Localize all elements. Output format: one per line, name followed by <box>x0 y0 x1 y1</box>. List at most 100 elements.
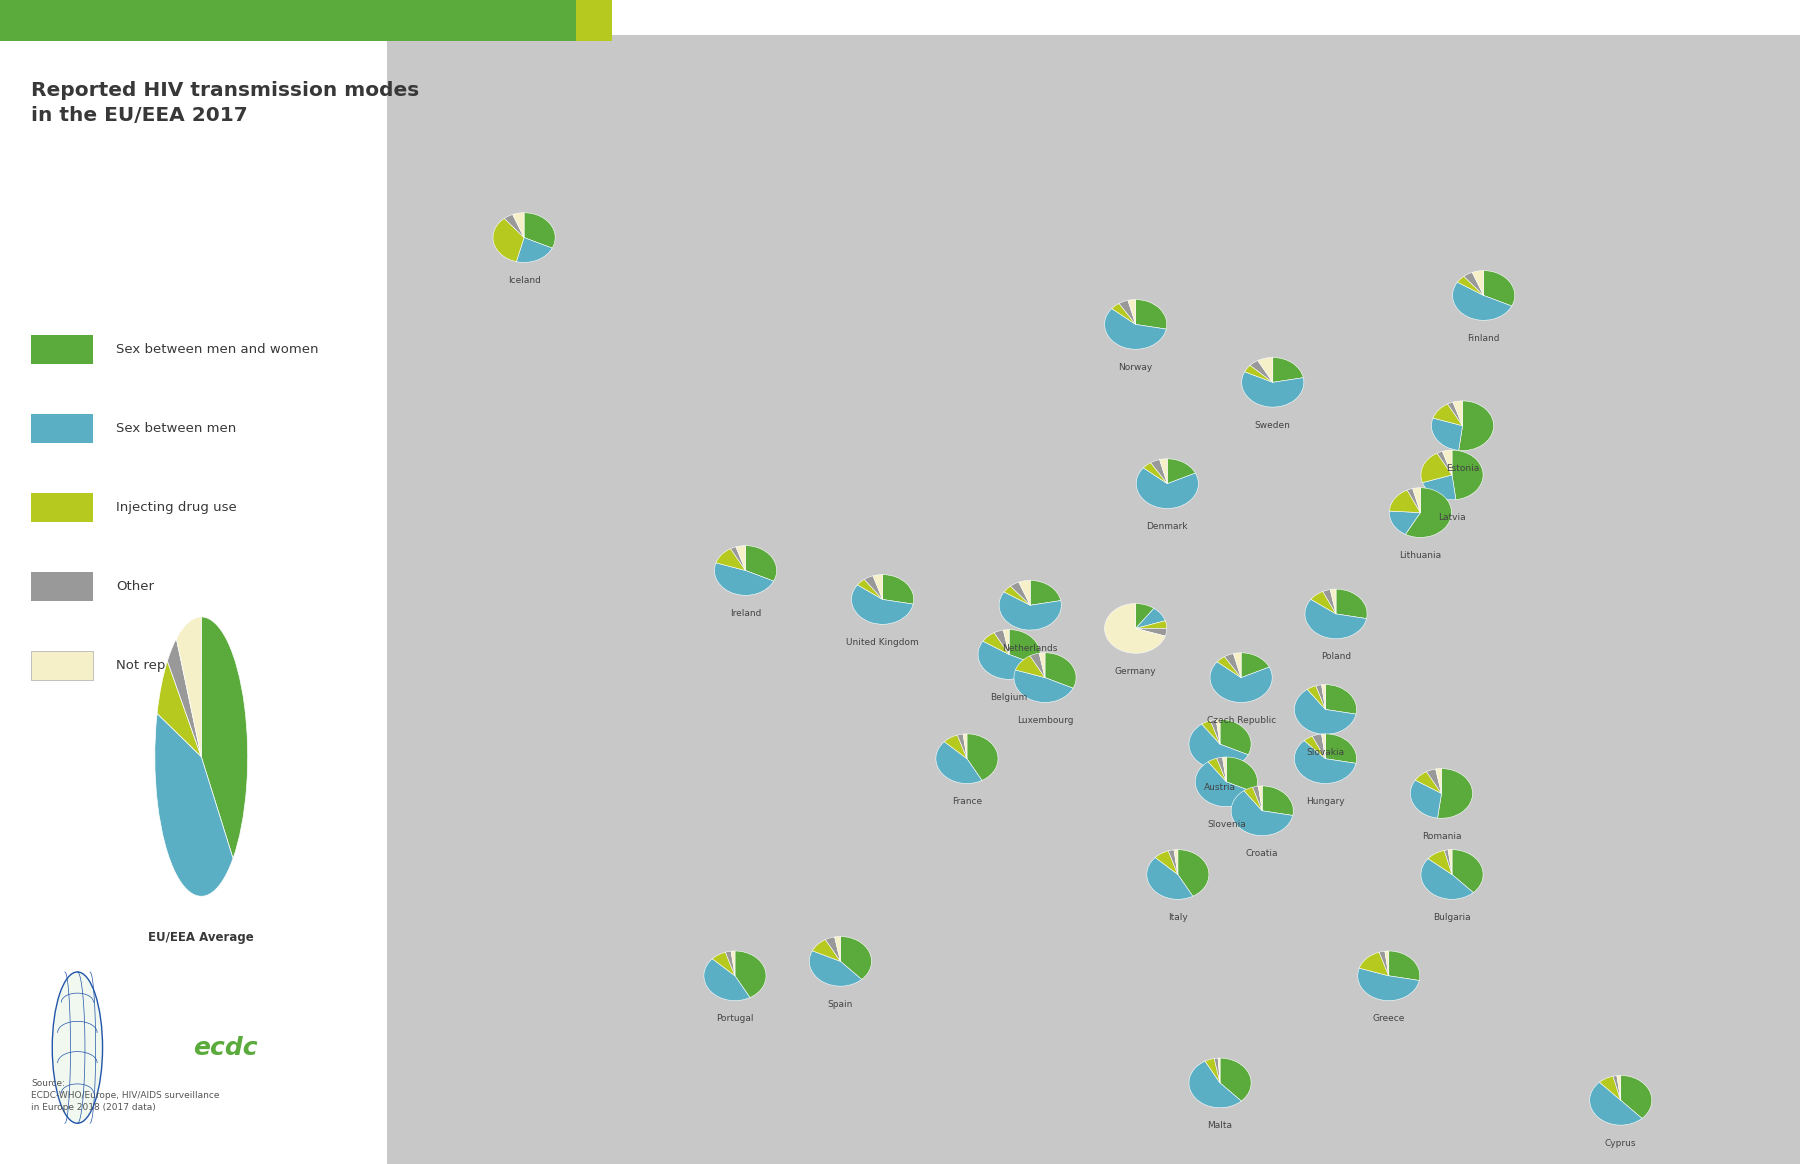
Text: Netherlands: Netherlands <box>1003 644 1058 653</box>
Wedge shape <box>1415 772 1442 794</box>
Wedge shape <box>155 714 232 896</box>
Wedge shape <box>1112 304 1136 325</box>
Wedge shape <box>1210 719 1220 744</box>
Wedge shape <box>1105 308 1166 349</box>
Wedge shape <box>713 952 734 975</box>
Wedge shape <box>851 584 913 624</box>
Wedge shape <box>1406 488 1451 538</box>
Wedge shape <box>1242 653 1269 677</box>
Wedge shape <box>835 937 841 961</box>
Wedge shape <box>1159 459 1168 484</box>
Wedge shape <box>812 939 841 961</box>
Wedge shape <box>731 547 745 570</box>
Wedge shape <box>1453 450 1483 499</box>
Text: Portugal: Portugal <box>716 1014 754 1023</box>
Wedge shape <box>1136 620 1166 629</box>
Wedge shape <box>1436 452 1453 475</box>
Wedge shape <box>873 575 882 599</box>
Wedge shape <box>1046 653 1076 688</box>
Wedge shape <box>1420 859 1474 900</box>
Wedge shape <box>1168 459 1195 484</box>
Wedge shape <box>504 214 524 237</box>
Wedge shape <box>882 575 914 604</box>
Wedge shape <box>1449 850 1453 874</box>
Wedge shape <box>1105 604 1165 653</box>
Text: Estonia: Estonia <box>1445 464 1480 473</box>
Wedge shape <box>1120 300 1136 325</box>
Wedge shape <box>958 734 967 759</box>
FancyBboxPatch shape <box>31 652 94 680</box>
Wedge shape <box>1433 404 1463 426</box>
Wedge shape <box>725 951 734 975</box>
Circle shape <box>52 972 103 1123</box>
Text: Czech Republic: Czech Republic <box>1206 716 1276 725</box>
Wedge shape <box>736 546 745 570</box>
Wedge shape <box>1019 581 1030 605</box>
Bar <box>0 0 576 41</box>
Wedge shape <box>1472 271 1483 296</box>
Wedge shape <box>1177 850 1210 896</box>
Wedge shape <box>1357 968 1418 1001</box>
FancyBboxPatch shape <box>31 335 94 363</box>
Wedge shape <box>1325 733 1357 764</box>
Wedge shape <box>1427 851 1453 874</box>
Text: Latvia: Latvia <box>1438 513 1465 523</box>
Wedge shape <box>745 546 776 581</box>
Wedge shape <box>1458 276 1483 296</box>
Text: Sweden: Sweden <box>1255 420 1291 430</box>
Text: Sex between men and women: Sex between men and women <box>115 342 319 356</box>
Text: Spain: Spain <box>828 1000 853 1009</box>
Text: Romania: Romania <box>1422 832 1462 840</box>
Wedge shape <box>1427 769 1442 794</box>
Wedge shape <box>1438 768 1472 818</box>
Wedge shape <box>1600 1077 1620 1100</box>
Wedge shape <box>1224 653 1242 677</box>
FancyBboxPatch shape <box>31 414 94 443</box>
Wedge shape <box>945 734 967 759</box>
Wedge shape <box>1616 1076 1620 1100</box>
Wedge shape <box>1143 462 1168 484</box>
Wedge shape <box>1379 951 1390 975</box>
Text: Source:
ECDC-WHO/Europe, HIV/AIDS surveillance
in Europe 2018 (2017 data): Source: ECDC-WHO/Europe, HIV/AIDS survei… <box>31 1079 220 1112</box>
Wedge shape <box>1168 850 1177 874</box>
Wedge shape <box>1321 684 1325 710</box>
Wedge shape <box>1215 1058 1220 1083</box>
Wedge shape <box>1258 786 1262 811</box>
Wedge shape <box>864 576 882 599</box>
FancyBboxPatch shape <box>31 494 94 521</box>
Text: Other: Other <box>115 580 155 594</box>
Wedge shape <box>1220 719 1251 754</box>
Text: Poland: Poland <box>1321 652 1352 661</box>
Wedge shape <box>1136 629 1166 636</box>
Wedge shape <box>963 733 967 759</box>
Wedge shape <box>1483 271 1516 306</box>
Wedge shape <box>1039 653 1046 677</box>
Wedge shape <box>1411 780 1442 818</box>
Wedge shape <box>1253 786 1262 811</box>
Bar <box>576 0 612 41</box>
Wedge shape <box>176 617 202 757</box>
Wedge shape <box>1310 591 1336 613</box>
Wedge shape <box>1589 1083 1642 1126</box>
Wedge shape <box>517 237 553 262</box>
Wedge shape <box>1431 418 1463 450</box>
Text: Bulgaria: Bulgaria <box>1433 913 1471 922</box>
Wedge shape <box>1321 733 1325 759</box>
Text: Slovenia: Slovenia <box>1208 821 1246 829</box>
Text: ecdc: ecdc <box>194 1036 257 1059</box>
Wedge shape <box>1620 1076 1652 1119</box>
Wedge shape <box>1305 599 1366 639</box>
Text: United Kingdom: United Kingdom <box>846 638 920 647</box>
Wedge shape <box>157 661 202 757</box>
Wedge shape <box>1010 582 1030 605</box>
Wedge shape <box>1030 653 1046 677</box>
Wedge shape <box>1447 402 1463 426</box>
Wedge shape <box>810 951 862 986</box>
Wedge shape <box>493 219 524 262</box>
Wedge shape <box>841 937 871 979</box>
Wedge shape <box>1316 684 1325 710</box>
Wedge shape <box>1384 951 1390 975</box>
Wedge shape <box>1150 460 1168 484</box>
Wedge shape <box>1129 299 1136 325</box>
Wedge shape <box>1136 299 1166 329</box>
